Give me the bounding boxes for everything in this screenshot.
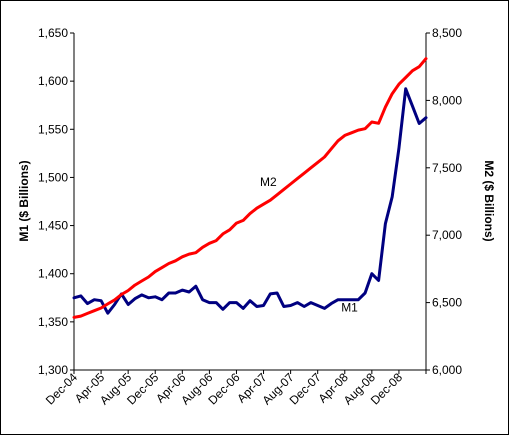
y-right-tick-label: 6,500 [432,296,462,310]
y-left-tick-label: 1,650 [38,26,68,40]
y-left-tick-label: 1,350 [38,315,68,329]
y-left-tick-label: 1,550 [38,122,68,136]
y-axis-right-title: M2 ($ Billions) [482,160,496,241]
y-left-tick-label: 1,600 [38,74,68,88]
y-right-tick-label: 7,000 [432,228,462,242]
y-left-tick-label: 1,500 [38,170,68,184]
y-left-tick-label: 1,400 [38,267,68,281]
plot-area [74,33,426,370]
y-right-tick-label: 8,000 [432,93,462,107]
series-line-m1 [72,87,428,315]
x-axis: Dec-04Apr-05Aug-05Dec-05Apr-06Aug-06Dec-… [43,369,427,407]
annotation-layer: M2 M1 [260,175,358,315]
series-label-m1: M1 [341,301,358,315]
y-right-tick-label: 7,500 [432,161,462,175]
y-left-tick-label: 1,300 [38,363,68,377]
y-axis-left: 1,300 1,350 1,400 1,450 1,500 1,550 1,600 1,650 [38,26,75,377]
y-left-tick-label: 1,450 [38,219,68,233]
y-right-tick-label: 8,500 [432,26,462,40]
y-axis-left-title: M1 ($ Billions) [17,160,31,241]
series-layer [72,57,428,319]
y-axis-right: 6,000 6,500 7,000 7,500 8,000 8,500 [425,26,462,377]
series-label-m2: M2 [260,175,277,189]
y-right-tick-label: 6,000 [432,363,462,377]
series-line-m2 [72,57,428,319]
